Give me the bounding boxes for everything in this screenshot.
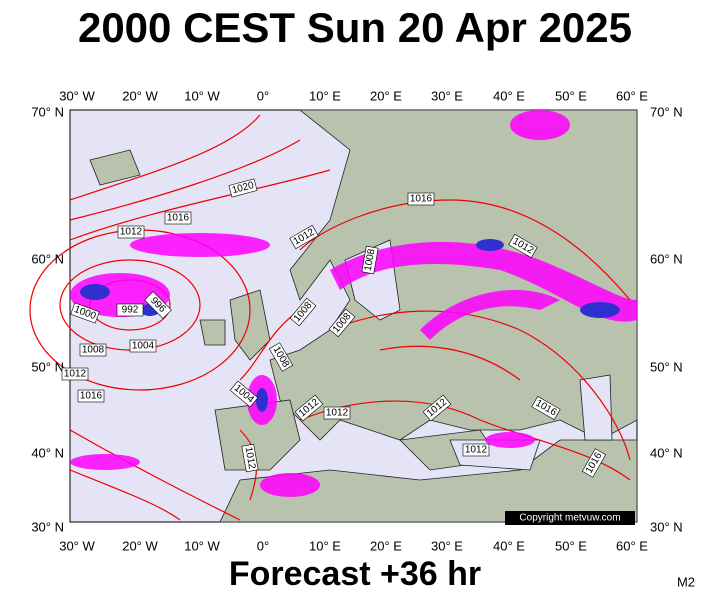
isobar-label: 1016 bbox=[407, 192, 435, 206]
lon-label: 30° W bbox=[59, 538, 95, 553]
lon-label: 20° W bbox=[122, 88, 158, 103]
lat-label: 50° N bbox=[650, 359, 683, 374]
lon-label: 20° W bbox=[122, 538, 158, 553]
isobar-label-box bbox=[508, 233, 538, 259]
isobar-label-box bbox=[117, 225, 145, 239]
isobar-label-box bbox=[422, 394, 452, 422]
lon-label: 10° W bbox=[184, 538, 220, 553]
precipitation bbox=[70, 110, 637, 497]
lon-label: 50° E bbox=[555, 88, 587, 103]
isobar-label-text: 1012 bbox=[243, 446, 258, 470]
isobar-label-text: 1008 bbox=[82, 345, 105, 356]
isobar-label: 1012 bbox=[462, 443, 490, 457]
lon-label: 10° W bbox=[184, 88, 220, 103]
lon-label: 40° E bbox=[493, 538, 525, 553]
isobar-label-text: 1004 bbox=[132, 341, 155, 352]
isobar-label-box bbox=[294, 394, 324, 422]
lon-label: 30° E bbox=[431, 88, 463, 103]
lon-label: 30° E bbox=[431, 538, 463, 553]
isobar-label-box bbox=[581, 448, 607, 478]
isobar-label-box bbox=[77, 389, 105, 403]
isobar-label: 1012 bbox=[323, 406, 351, 420]
isobar-label: 1004 bbox=[129, 339, 157, 353]
lat-label: 30° N bbox=[650, 519, 683, 534]
isobar-label-box bbox=[70, 302, 100, 324]
isobar-label-text: 1012 bbox=[326, 408, 349, 419]
lon-label: 20° E bbox=[370, 88, 402, 103]
title: 2000 CEST Sun 20 Apr 2025 bbox=[78, 4, 632, 51]
isobar-label-box bbox=[79, 343, 107, 357]
isobar-label-text: 1012 bbox=[120, 227, 143, 238]
isobar-label: 1016 bbox=[77, 389, 105, 403]
isobar-label-box bbox=[61, 367, 89, 381]
isobar-label-box bbox=[116, 303, 144, 317]
isobar-label-text: 992 bbox=[122, 305, 139, 316]
lon-label: 10° E bbox=[309, 88, 341, 103]
isobar-label-box bbox=[289, 224, 319, 250]
isobar-label-text: 1008 bbox=[363, 248, 378, 272]
isobar-label-box bbox=[129, 339, 157, 353]
lat-label: 60° N bbox=[650, 251, 683, 266]
land bbox=[89, 109, 638, 523]
isobar-label-box bbox=[241, 443, 259, 473]
isobar-label-box bbox=[268, 342, 294, 372]
copyright: Copyright metvuw.com bbox=[519, 513, 620, 524]
isobar-label-text: 1016 bbox=[167, 213, 190, 224]
lat-label: 40° N bbox=[31, 445, 64, 460]
isobar-label-box bbox=[361, 245, 379, 275]
isobar-label: 1016 bbox=[164, 211, 192, 225]
isobar-label-text: 1016 bbox=[410, 194, 433, 205]
isobar-label: 1008 bbox=[361, 245, 379, 275]
isobars bbox=[29, 114, 631, 521]
lat-label: 50° N bbox=[31, 359, 64, 374]
lon-label: 10° E bbox=[309, 538, 341, 553]
isobar-label-box bbox=[144, 291, 172, 319]
isobar-label-box bbox=[407, 192, 435, 206]
isobar-label-text: 1012 bbox=[465, 445, 488, 456]
isobar-label-box bbox=[531, 395, 561, 421]
isobar-label-box bbox=[228, 178, 258, 198]
footer: Forecast +36 hr bbox=[229, 555, 481, 593]
lat-label: 70° N bbox=[31, 104, 64, 119]
isobar-label-text: 1016 bbox=[80, 391, 103, 402]
isobar-label: 992 bbox=[116, 303, 144, 317]
lon-label: 60° E bbox=[616, 538, 648, 553]
isobar-label: 1012 bbox=[117, 225, 145, 239]
isobar-label-box bbox=[164, 211, 192, 225]
isobar-label-box bbox=[462, 443, 490, 457]
lon-label: 30° W bbox=[59, 88, 95, 103]
lon-label: 50° E bbox=[555, 538, 587, 553]
isobar-label-text: 1012 bbox=[64, 369, 87, 380]
lat-label: 40° N bbox=[650, 445, 683, 460]
lon-label: 20° E bbox=[370, 538, 402, 553]
copyright-box bbox=[505, 511, 635, 525]
isobar-label-box bbox=[328, 308, 356, 338]
model-tag: M2 bbox=[677, 574, 695, 589]
lat-label: 30° N bbox=[31, 519, 64, 534]
lat-label: 60° N bbox=[31, 251, 64, 266]
isobar-label-box bbox=[289, 297, 317, 327]
isobar-label: 1020 bbox=[228, 178, 258, 198]
lat-label: 70° N bbox=[650, 104, 683, 119]
isobar-label-box bbox=[229, 380, 259, 408]
isobar-label-box bbox=[323, 406, 351, 420]
lon-label: 0° bbox=[257, 88, 269, 103]
lon-label: 40° E bbox=[493, 88, 525, 103]
lon-label: 60° E bbox=[616, 88, 648, 103]
isobar-label: 1012 bbox=[61, 367, 89, 381]
lon-label: 0° bbox=[257, 538, 269, 553]
isobar-label: 1012 bbox=[241, 443, 259, 473]
isobar-label: 1008 bbox=[79, 343, 107, 357]
